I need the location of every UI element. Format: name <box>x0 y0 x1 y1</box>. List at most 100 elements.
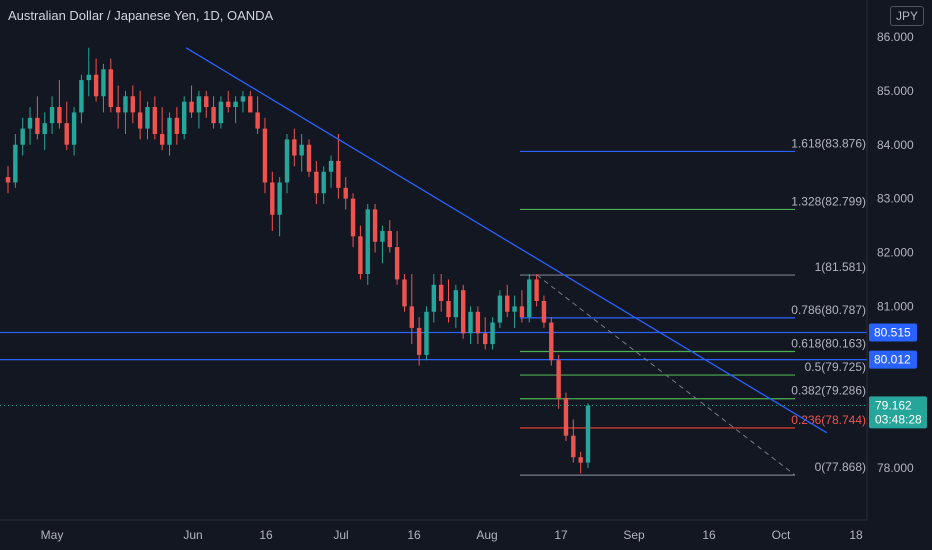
candle-body <box>416 327 422 355</box>
time-tick-label: Jul <box>333 528 348 542</box>
candle-body <box>233 101 238 108</box>
candle-body <box>453 290 459 318</box>
candle-body <box>578 457 583 463</box>
candle-body <box>343 187 348 199</box>
candle-body <box>527 279 532 318</box>
trendline <box>185 47 828 434</box>
level-price-label: 80.012 <box>874 353 911 367</box>
price-tick-label: 82.000 <box>877 246 914 260</box>
candle-body <box>35 117 40 134</box>
candle-body <box>93 74 99 97</box>
candle-body <box>5 177 11 183</box>
candle-body <box>270 182 275 215</box>
candle-body <box>248 96 253 113</box>
trendlines <box>185 47 828 434</box>
time-axis[interactable]: May Jun 16 Jul 16 Aug 17 Sep 16 Oct 18 <box>0 519 867 542</box>
candle-body <box>328 160 334 172</box>
candle-body <box>512 306 517 312</box>
candle-body <box>402 279 407 307</box>
candle-body <box>13 144 18 183</box>
candle-body <box>519 306 525 318</box>
last-price-tag <box>869 396 927 429</box>
price-tick-label: 83.000 <box>877 192 914 206</box>
candle-body <box>321 171 326 194</box>
bar-countdown-label: 03:48:28 <box>875 412 922 426</box>
candle-body <box>108 69 113 108</box>
level-price-tag <box>869 350 917 369</box>
candle-body <box>541 300 547 323</box>
candle-body <box>306 144 312 172</box>
currency-button[interactable]: JPY <box>889 6 924 26</box>
candle-body <box>358 236 363 275</box>
candle-body <box>255 112 260 129</box>
candle-body <box>505 295 510 312</box>
candle-body <box>49 107 55 124</box>
candle-body <box>27 117 33 129</box>
fib-level-label: 1(81.581) <box>815 260 866 274</box>
candle-body <box>174 117 180 134</box>
candle-body <box>152 107 158 134</box>
candle-body <box>292 139 297 156</box>
candle-body <box>115 107 121 113</box>
candle-body <box>42 123 47 134</box>
fib-level-label: 0.786(80.787) <box>791 303 866 317</box>
fib-level-label: 0.236(78.744) <box>791 413 866 427</box>
candle-body <box>196 96 202 113</box>
candle-body <box>159 133 165 145</box>
fibonacci-extension: 1.618(83.876) 1.328(82.799) 1(81.581) 0.786… <box>520 136 866 476</box>
candle-body <box>460 290 466 334</box>
candle-body <box>240 96 246 102</box>
fib-level-label: 1.618(83.876) <box>791 136 866 150</box>
time-tick-label: Oct <box>772 528 791 542</box>
candle-body <box>475 311 481 334</box>
candle-body <box>314 171 319 194</box>
candle-body <box>431 284 437 312</box>
candle-body <box>189 101 194 113</box>
candle-body <box>218 101 224 124</box>
level-price-label: 80.515 <box>874 326 911 340</box>
chart-title: Australian Dollar / Japanese Yen, 1D, OA… <box>8 8 274 23</box>
time-tick-label: 17 <box>554 528 568 542</box>
candle-body <box>409 306 414 328</box>
candle-body <box>79 80 84 113</box>
price-tick-label: 84.000 <box>877 138 914 152</box>
candle-body <box>211 107 216 124</box>
time-tick-label: Jun <box>183 528 202 542</box>
candle-body <box>549 322 554 361</box>
candle-body <box>167 117 172 145</box>
candle-body <box>137 112 143 129</box>
candle-body <box>424 311 429 355</box>
fib-anchor-line <box>536 274 796 476</box>
time-tick-label: Sep <box>623 528 645 542</box>
candles <box>5 47 591 474</box>
fib-level-label: 0.618(80.163) <box>791 336 866 350</box>
price-tick-label: 86.000 <box>877 30 914 44</box>
fib-level-label: 1.328(82.799) <box>791 194 866 208</box>
time-tick-label: Aug <box>476 528 497 542</box>
fib-level-label: 0(77.868) <box>815 460 866 474</box>
horizontal-levels <box>0 331 867 361</box>
price-tick-label: 81.000 <box>877 299 914 313</box>
candle-body <box>534 279 539 301</box>
time-tick-label: 16 <box>259 528 273 542</box>
fib-level-label: 0.382(79.286) <box>791 384 866 398</box>
candle-body <box>394 247 400 280</box>
candle-body <box>490 322 495 345</box>
candle-body <box>438 284 444 301</box>
candle-body <box>86 74 91 81</box>
candle-body <box>336 160 341 188</box>
candle-body <box>101 69 106 97</box>
candle-body <box>71 112 77 145</box>
candle-body <box>277 182 282 215</box>
candle-body <box>130 96 136 113</box>
candle-body <box>350 198 356 237</box>
price-axis[interactable]: 86.000 85.000 84.000 83.000 82.000 81.000 78.0… <box>866 0 914 520</box>
time-tick-label: May <box>41 528 64 542</box>
level-price-tag <box>869 323 917 342</box>
candle-body <box>468 311 473 334</box>
candle-body <box>497 295 503 323</box>
price-tick-label: 85.000 <box>877 84 914 98</box>
